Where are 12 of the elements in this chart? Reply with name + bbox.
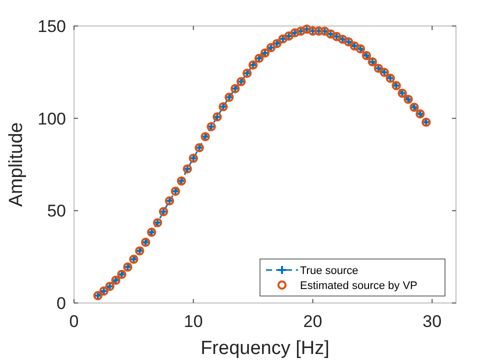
x-tick-label: 10 <box>184 312 203 331</box>
y-tick-label: 50 <box>47 202 66 221</box>
y-axis-title: Amplitude <box>6 122 27 207</box>
x-tick-label: 0 <box>69 312 79 331</box>
y-tick-label: 0 <box>56 294 66 313</box>
y-tick-label: 150 <box>38 17 66 36</box>
x-axis-title: Frequency [Hz] <box>200 338 330 359</box>
x-tick-label: 30 <box>422 312 442 331</box>
legend-label: Estimated source by VP <box>300 280 418 292</box>
legend-label: True source <box>300 265 358 277</box>
y-tick-label: 100 <box>38 109 66 128</box>
x-tick-label: 20 <box>303 312 322 331</box>
